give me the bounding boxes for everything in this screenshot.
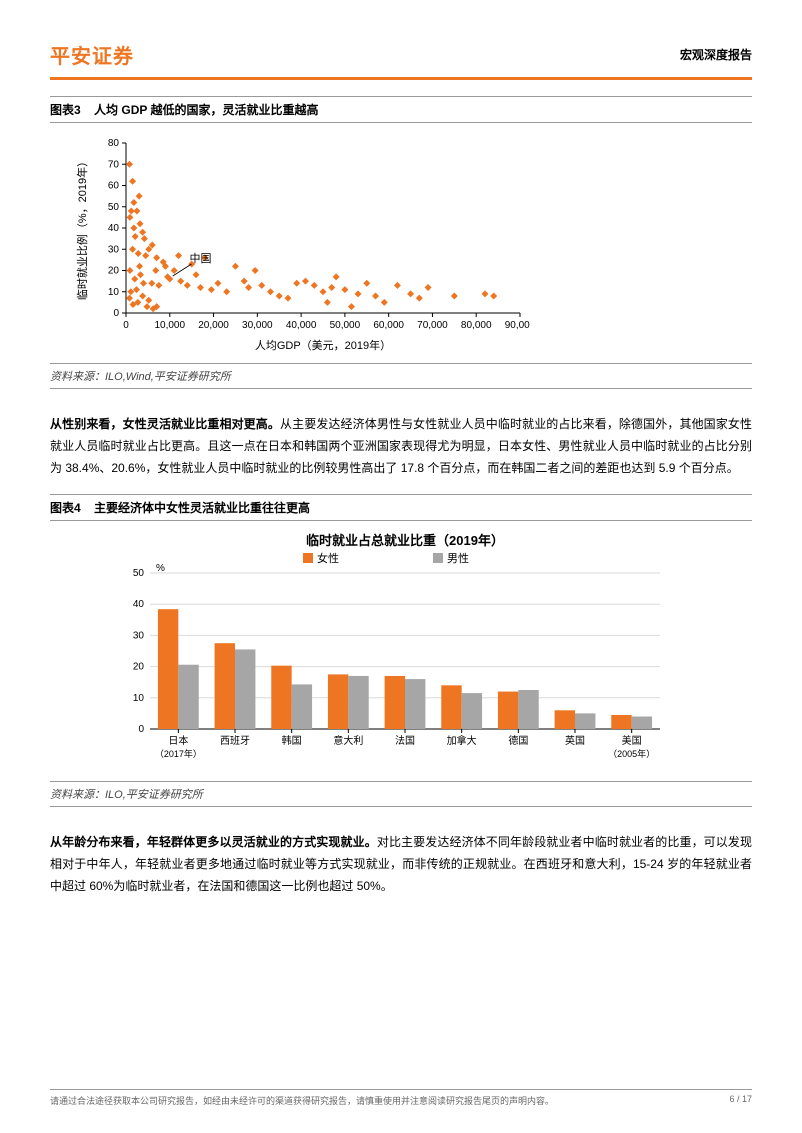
svg-text:美国: 美国: [622, 734, 642, 747]
svg-text:50: 50: [108, 202, 120, 213]
svg-text:%: %: [156, 563, 165, 574]
svg-text:10: 10: [133, 692, 145, 703]
svg-text:日本: 日本: [168, 734, 188, 747]
svg-text:10,000: 10,000: [154, 320, 185, 331]
svg-text:中国: 中国: [189, 252, 211, 265]
svg-text:德国: 德国: [508, 734, 528, 747]
svg-text:70: 70: [108, 159, 120, 170]
svg-text:男性: 男性: [447, 551, 469, 565]
svg-text:60,000: 60,000: [373, 320, 404, 331]
page-header: 平安证券 宏观深度报告: [50, 40, 752, 69]
svg-text:20,000: 20,000: [198, 320, 229, 331]
svg-text:30,000: 30,000: [242, 320, 273, 331]
svg-text:20: 20: [133, 661, 145, 672]
svg-text:韩国: 韩国: [282, 734, 302, 747]
svg-text:40: 40: [133, 599, 145, 610]
document-type: 宏观深度报告: [680, 46, 752, 63]
svg-text:0: 0: [113, 308, 119, 319]
svg-text:西班牙: 西班牙: [220, 735, 250, 747]
svg-text:80,000: 80,000: [461, 320, 492, 331]
svg-text:20: 20: [108, 266, 120, 277]
svg-text:意大利: 意大利: [333, 734, 363, 747]
svg-text:加拿大: 加拿大: [447, 734, 477, 747]
svg-text:英国: 英国: [565, 734, 585, 747]
svg-text:人均GDP（美元，2019年）: 人均GDP（美元，2019年）: [255, 338, 391, 352]
figure-3: 图表3 人均 GDP 越低的国家，灵活就业比重越高 0 10 20 30 40 50 60 7…: [50, 96, 752, 389]
svg-text:女性: 女性: [317, 551, 339, 565]
svg-text:60: 60: [108, 181, 120, 192]
brand-logo: 平安证券: [50, 40, 134, 69]
figure-4: 图表4 主要经济体中女性灵活就业比重往往更高 临时就业占总就业比重（2019年）…: [50, 494, 752, 807]
page-number: 6 / 17: [729, 1094, 752, 1107]
svg-text:80: 80: [108, 138, 120, 149]
body-paragraph-1: 从性别来看，女性灵活就业比重相对更高。从主要发达经济体男性与女性就业人员中临时就…: [50, 413, 752, 480]
svg-text:10: 10: [108, 287, 120, 298]
svg-text:临时就业占总就业比重（2019年）: 临时就业占总就业比重（2019年）: [306, 533, 504, 548]
page-footer: 请通过合法途径获取本公司研究报告，如经由未经许可的渠道获得研究报告，请慎重使用并…: [50, 1089, 752, 1107]
figure-3-source: 资料来源：ILO,Wind,平安证券研究所: [50, 371, 231, 383]
header-divider: [50, 77, 752, 80]
svg-text:0: 0: [138, 724, 144, 735]
figure-4-label: 图表4 主要经济体中女性灵活就业比重往往更高: [50, 501, 310, 515]
figure-3-label: 图表3 人均 GDP 越低的国家，灵活就业比重越高: [50, 103, 319, 117]
figure-4-source: 资料来源：ILO,平安证券研究所: [50, 789, 203, 801]
svg-text:（2017年）: （2017年）: [155, 748, 202, 759]
scatter-chart: 0 10 20 30 40 50 60 70 80 0 10,000 20,000 30,000 40,0…: [70, 133, 530, 353]
svg-text:0: 0: [123, 320, 129, 331]
svg-text:40,000: 40,000: [286, 320, 317, 331]
svg-text:30: 30: [133, 630, 145, 641]
svg-text:90,000: 90,000: [505, 320, 530, 331]
svg-text:30: 30: [108, 244, 120, 255]
svg-text:法国: 法国: [395, 734, 415, 747]
svg-text:40: 40: [108, 223, 120, 234]
svg-text:50,000: 50,000: [330, 320, 361, 331]
svg-text:临时就业比例（%，2019年）: 临时就业比例（%，2019年）: [75, 156, 89, 300]
bar-chart: 临时就业占总就业比重（2019年） 女性 男性% 0 10 20 30 40 50 日本（2017…: [110, 531, 670, 771]
svg-text:50: 50: [133, 568, 145, 579]
svg-text:70,000: 70,000: [417, 320, 448, 331]
footer-disclaimer: 请通过合法途径获取本公司研究报告，如经由未经许可的渠道获得研究报告，请慎重使用并…: [50, 1094, 554, 1107]
body-paragraph-2: 从年龄分布来看，年轻群体更多以灵活就业的方式实现就业。对比主要发达经济体不同年龄…: [50, 831, 752, 898]
svg-text:（2005年）: （2005年）: [608, 748, 655, 759]
